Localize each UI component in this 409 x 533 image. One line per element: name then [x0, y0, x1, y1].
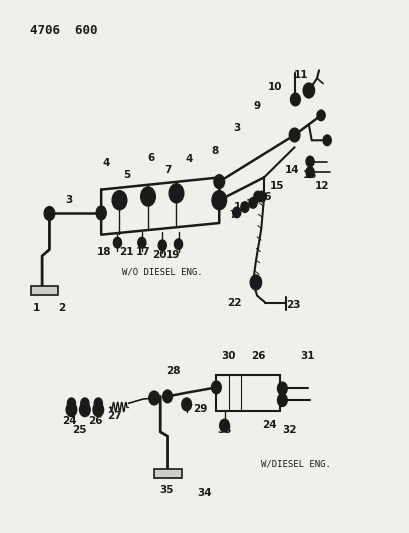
- Text: 2: 2: [58, 303, 65, 313]
- Text: 26: 26: [251, 351, 265, 361]
- Text: 4706  600: 4706 600: [30, 24, 97, 37]
- Circle shape: [240, 202, 248, 213]
- Circle shape: [232, 207, 240, 217]
- Text: 10: 10: [267, 82, 282, 92]
- Text: 18: 18: [97, 247, 111, 257]
- Text: 7: 7: [164, 165, 171, 175]
- Text: 3: 3: [65, 195, 72, 205]
- Circle shape: [211, 381, 221, 394]
- Text: 33: 33: [217, 425, 231, 435]
- Text: 13: 13: [302, 171, 317, 180]
- Circle shape: [112, 191, 126, 210]
- Text: 3: 3: [233, 123, 240, 133]
- Circle shape: [94, 398, 102, 409]
- Circle shape: [66, 403, 76, 417]
- Text: 23: 23: [286, 300, 300, 310]
- Circle shape: [96, 207, 106, 220]
- Circle shape: [277, 394, 287, 407]
- Circle shape: [253, 191, 261, 202]
- Circle shape: [174, 239, 182, 249]
- Text: 17: 17: [135, 247, 150, 257]
- Circle shape: [137, 237, 146, 248]
- Circle shape: [257, 191, 265, 202]
- Circle shape: [79, 403, 90, 417]
- Text: 35: 35: [159, 485, 173, 495]
- Circle shape: [290, 93, 299, 106]
- Text: 19: 19: [166, 250, 180, 260]
- Text: W/DIESEL ENG.: W/DIESEL ENG.: [261, 459, 330, 469]
- Text: 31: 31: [300, 351, 314, 361]
- Text: 16: 16: [257, 191, 272, 201]
- Circle shape: [305, 156, 313, 167]
- Circle shape: [96, 206, 106, 219]
- Text: 25: 25: [72, 425, 87, 435]
- Circle shape: [81, 398, 89, 409]
- Text: 28: 28: [166, 367, 180, 376]
- Text: 1: 1: [32, 303, 40, 313]
- Bar: [154, 469, 181, 478]
- Circle shape: [302, 83, 314, 98]
- Text: 26: 26: [88, 416, 103, 426]
- Text: 5: 5: [123, 171, 130, 180]
- Text: 27: 27: [107, 411, 121, 421]
- Text: 18: 18: [233, 202, 247, 212]
- Circle shape: [67, 398, 75, 409]
- Text: 32: 32: [282, 425, 296, 435]
- Text: 6: 6: [147, 153, 155, 163]
- Text: 24: 24: [62, 416, 77, 426]
- Circle shape: [44, 207, 54, 220]
- Text: 17: 17: [245, 199, 260, 209]
- Text: 20: 20: [152, 250, 166, 260]
- Circle shape: [93, 403, 103, 417]
- Text: 4: 4: [185, 155, 193, 164]
- Text: 4: 4: [103, 158, 110, 168]
- Circle shape: [113, 237, 121, 248]
- Circle shape: [211, 191, 226, 210]
- Text: 9: 9: [253, 101, 260, 111]
- Text: 24: 24: [261, 419, 276, 430]
- Circle shape: [162, 390, 172, 403]
- Circle shape: [316, 110, 324, 120]
- Circle shape: [322, 135, 330, 146]
- Text: 21: 21: [119, 247, 134, 257]
- Text: 22: 22: [227, 297, 241, 308]
- Text: 12: 12: [314, 181, 329, 191]
- Text: 11: 11: [293, 70, 307, 79]
- Bar: [31, 286, 58, 295]
- Text: 8: 8: [211, 146, 218, 156]
- Circle shape: [214, 194, 224, 207]
- Circle shape: [277, 382, 287, 395]
- Circle shape: [289, 128, 299, 142]
- Circle shape: [181, 398, 191, 411]
- Circle shape: [140, 187, 155, 206]
- Text: 15: 15: [270, 181, 284, 191]
- Text: 29: 29: [193, 403, 207, 414]
- Circle shape: [148, 391, 159, 405]
- Circle shape: [249, 275, 261, 290]
- Circle shape: [213, 175, 224, 189]
- Circle shape: [169, 184, 183, 203]
- Bar: [216, 375, 279, 411]
- Text: 30: 30: [221, 351, 235, 361]
- Circle shape: [158, 240, 166, 251]
- Text: 14: 14: [285, 165, 299, 175]
- Circle shape: [248, 198, 256, 208]
- Circle shape: [219, 419, 229, 432]
- Text: 34: 34: [196, 488, 211, 498]
- Text: 7: 7: [229, 209, 236, 220]
- Circle shape: [305, 167, 313, 177]
- Text: W/O DIESEL ENG.: W/O DIESEL ENG.: [121, 268, 202, 276]
